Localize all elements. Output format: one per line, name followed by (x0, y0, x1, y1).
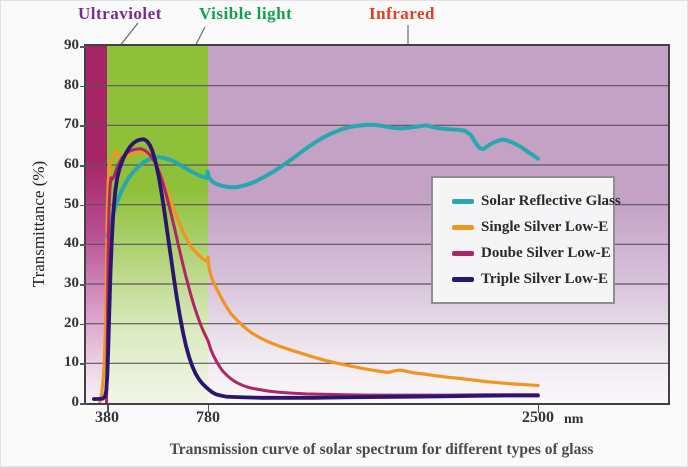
legend-label: Single Silver Low-E (481, 218, 609, 235)
curve-single-silver-low-e (98, 149, 540, 403)
legend-label: Doube Silver Low-E (481, 244, 611, 261)
y-tick-mark (80, 403, 86, 405)
y-tick-label: 80 (64, 76, 79, 93)
x-tick-label: 780 (195, 409, 220, 426)
infrared-region-label: Infrared (369, 4, 436, 23)
chart-caption: Transmission curve of solar spectrum for… (169, 441, 594, 458)
y-tick-label: 60 (64, 156, 79, 172)
triple-silver-low-e-swatch-icon (452, 276, 474, 282)
legend-item-double-silver-low-e: Doube Silver Low-E (452, 245, 613, 262)
y-tick-mark (80, 244, 86, 246)
y-tick-label: 30 (64, 275, 79, 291)
y-tick-mark (80, 46, 86, 48)
legend-item-single-silver-low-e: Single Silver Low-E (452, 219, 613, 236)
single-silver-low-e-swatch-icon (452, 224, 474, 230)
y-axis-title: Transmittance (%) (29, 160, 48, 288)
solar-reflective-glass-swatch-icon (452, 198, 474, 204)
ultraviolet-band (86, 46, 107, 403)
x-axis-unit-label: nm (563, 412, 584, 427)
y-tick-mark (80, 125, 86, 127)
x-tick-label: 2500 (521, 409, 554, 426)
curve-doube-silver-low-e (105, 147, 540, 403)
x-tick-label: 380 (95, 409, 119, 426)
legend-item-triple-silver-low-e: Triple Silver Low-E (452, 271, 613, 288)
y-tick-mark (80, 284, 86, 286)
y-tick-mark (80, 204, 86, 207)
x-tick-mark (107, 405, 109, 413)
plot-area: Solar Reflective Glass Single Silver Low… (84, 44, 670, 405)
x-tick-mark (537, 405, 540, 413)
y-tick-mark (80, 165, 86, 167)
y-tick-mark (80, 363, 86, 365)
y-tick-label: 70 (64, 116, 79, 133)
y-tick-label: 0 (71, 394, 80, 410)
visible-light-band (107, 46, 208, 403)
legend-label: Solar Reflective Glass (481, 192, 621, 209)
legend: Solar Reflective Glass Single Silver Low… (431, 176, 621, 304)
ultraviolet-region-label: Ultraviolet (78, 4, 162, 23)
legend-label: Triple Silver Low-E (481, 270, 608, 287)
y-tick-label: 50 (64, 195, 79, 212)
legend-item-solar-reflective-glass: Solar Reflective Glass (452, 193, 621, 210)
y-tick-label: 10 (64, 354, 79, 371)
visible-light-region-label: Visible light (199, 4, 293, 23)
curve-triple-silver-low-e (92, 137, 540, 401)
y-tick-label: 20 (64, 314, 79, 331)
x-tick-mark (207, 405, 210, 413)
y-tick-label: 40 (64, 235, 79, 252)
y-tick-mark (80, 323, 86, 326)
y-tick-label: 90 (64, 37, 79, 53)
double-silver-low-e-swatch-icon (452, 250, 474, 256)
y-tick-mark (80, 85, 86, 88)
